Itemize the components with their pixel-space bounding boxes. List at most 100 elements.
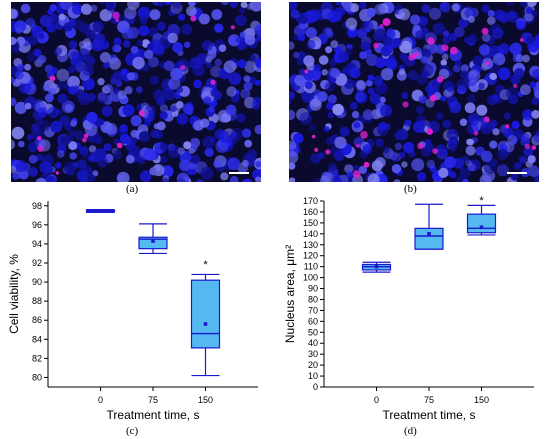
- mean-marker: [151, 239, 155, 243]
- dead-cell-marker: [360, 131, 368, 139]
- nucleus: [47, 106, 60, 119]
- nucleus: [160, 104, 168, 113]
- nucleus: [344, 164, 354, 174]
- nucleus: [289, 91, 295, 100]
- micrograph-b-canvas: [289, 2, 539, 182]
- nucleus: [228, 72, 242, 85]
- nucleus: [103, 62, 110, 69]
- chart-d-ytick-label: 170: [303, 196, 318, 206]
- nucleus: [24, 63, 32, 71]
- mean-marker: [479, 225, 484, 230]
- nucleus: [324, 81, 335, 92]
- nucleus: [177, 147, 185, 155]
- nucleus: [49, 4, 57, 12]
- nucleus: [129, 145, 141, 157]
- nucleus: [172, 2, 182, 9]
- dead-cell-marker: [83, 133, 89, 139]
- nucleus: [365, 79, 373, 87]
- chart-d-box-150: [466, 204, 497, 236]
- nucleus: [456, 78, 470, 92]
- nucleus: [502, 126, 514, 138]
- nucleus: [536, 80, 539, 90]
- nucleus: [467, 69, 481, 82]
- nucleus: [186, 5, 197, 17]
- nucleus: [255, 79, 261, 86]
- nucleus: [11, 126, 25, 140]
- nucleus: [187, 2, 197, 7]
- nucleus: [225, 104, 237, 116]
- nucleus: [11, 36, 17, 46]
- nucleus: [235, 14, 247, 26]
- nucleus: [492, 128, 500, 136]
- nucleus: [11, 97, 17, 106]
- nucleus: [214, 58, 223, 67]
- dead-cell-marker: [36, 136, 42, 141]
- nucleus: [489, 140, 498, 149]
- nucleus: [137, 6, 151, 20]
- nucleus: [138, 131, 150, 143]
- nucleus: [202, 136, 215, 149]
- nucleus: [176, 86, 184, 94]
- nucleus: [411, 158, 425, 172]
- nucleus: [418, 16, 429, 26]
- nucleus: [176, 113, 189, 125]
- nucleus: [82, 64, 95, 77]
- nucleus: [113, 37, 122, 46]
- nucleus: [374, 28, 387, 41]
- chart-d-ytick-label: 100: [303, 273, 318, 283]
- nucleus: [323, 126, 330, 133]
- nucleus: [531, 97, 539, 106]
- nucleus: [48, 87, 57, 96]
- nucleus: [63, 22, 73, 32]
- chart-c-xtick-label: 0: [98, 395, 103, 405]
- nucleus: [520, 2, 528, 8]
- nucleus: [481, 4, 491, 13]
- dead-cell-marker: [481, 27, 489, 35]
- chart-c-ytick-label: 80: [32, 372, 42, 382]
- nucleus: [326, 102, 335, 111]
- nucleus: [299, 112, 312, 125]
- nucleus: [497, 67, 511, 80]
- nucleus: [249, 54, 256, 62]
- dead-cell-marker: [210, 79, 216, 85]
- nucleus: [237, 59, 247, 69]
- nucleus: [480, 63, 489, 71]
- nucleus: [119, 124, 128, 133]
- dead-cell-marker: [138, 110, 145, 117]
- nucleus: [298, 27, 307, 36]
- nucleus: [254, 24, 261, 36]
- nucleus: [361, 20, 374, 33]
- chart-c-significance-mark: *: [203, 259, 208, 271]
- nucleus: [35, 177, 47, 182]
- dead-cell-marker: [115, 18, 119, 23]
- nucleus: [362, 109, 374, 120]
- nucleus: [59, 2, 73, 10]
- nucleus: [420, 56, 429, 64]
- nucleus: [358, 165, 367, 174]
- dead-cell-marker: [505, 124, 510, 129]
- chart-d-ytick-label: 80: [308, 294, 318, 304]
- nucleus: [290, 9, 300, 19]
- nucleus: [190, 137, 201, 148]
- micrograph-b-markers: [304, 18, 537, 179]
- nucleus: [113, 138, 120, 145]
- nucleus: [298, 22, 306, 30]
- nucleus: [442, 53, 449, 61]
- nucleus: [289, 177, 296, 182]
- dead-cell-marker: [352, 170, 361, 179]
- nucleus: [511, 120, 520, 130]
- nucleus: [375, 138, 385, 148]
- nucleus: [496, 164, 509, 177]
- nucleus: [226, 86, 237, 97]
- chart-c-xtick-label: 150: [198, 395, 213, 405]
- nucleus: [449, 101, 462, 114]
- nucleus: [504, 2, 515, 6]
- nucleus: [301, 90, 315, 103]
- nucleus: [399, 52, 407, 61]
- dead-cell-marker: [441, 44, 449, 52]
- nucleus: [472, 55, 483, 66]
- nucleus: [489, 44, 500, 55]
- nucleus: [487, 27, 495, 35]
- chart-d-ytick-label: 60: [308, 316, 318, 326]
- nucleus: [330, 68, 341, 79]
